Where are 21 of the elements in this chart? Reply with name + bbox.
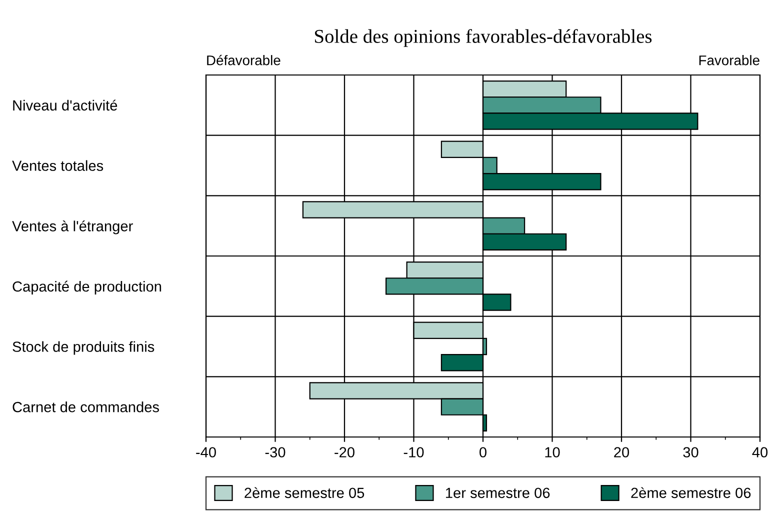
- y-tick-label: Ventes à l'étranger: [12, 220, 133, 234]
- chart-title: Solde des opinions favorables-défavorables: [315, 29, 652, 47]
- x-tick-label: -20: [334, 447, 354, 458]
- x-tick-label: -30: [265, 447, 286, 458]
- y-tick-label: Niveau d'activité: [13, 100, 118, 111]
- x-tick-label: 0: [480, 447, 486, 458]
- text: Défavorable: [207, 54, 280, 66]
- x-tick-label: -10: [404, 447, 424, 458]
- text: Favorable: [699, 55, 760, 66]
- x-tick-label: 10: [545, 447, 560, 458]
- legend-label: 2ème semestre 05: [244, 487, 364, 498]
- legend-label: 1er semestre 06: [446, 488, 550, 498]
- x-tick-label: -40: [196, 447, 216, 458]
- x-tick-label: 20: [614, 447, 630, 458]
- legend-label: 2ème semestre 06: [631, 487, 751, 498]
- x-tick-label: 30: [683, 447, 698, 458]
- y-tick-label: Ventes totales: [12, 160, 104, 171]
- x-tick-label: 40: [752, 447, 768, 458]
- y-tick-label: Capacité de production: [12, 280, 162, 295]
- y-tick-label: Stock de produits finis: [12, 341, 154, 355]
- y-tick-label: Carnet de commandes: [12, 402, 159, 412]
